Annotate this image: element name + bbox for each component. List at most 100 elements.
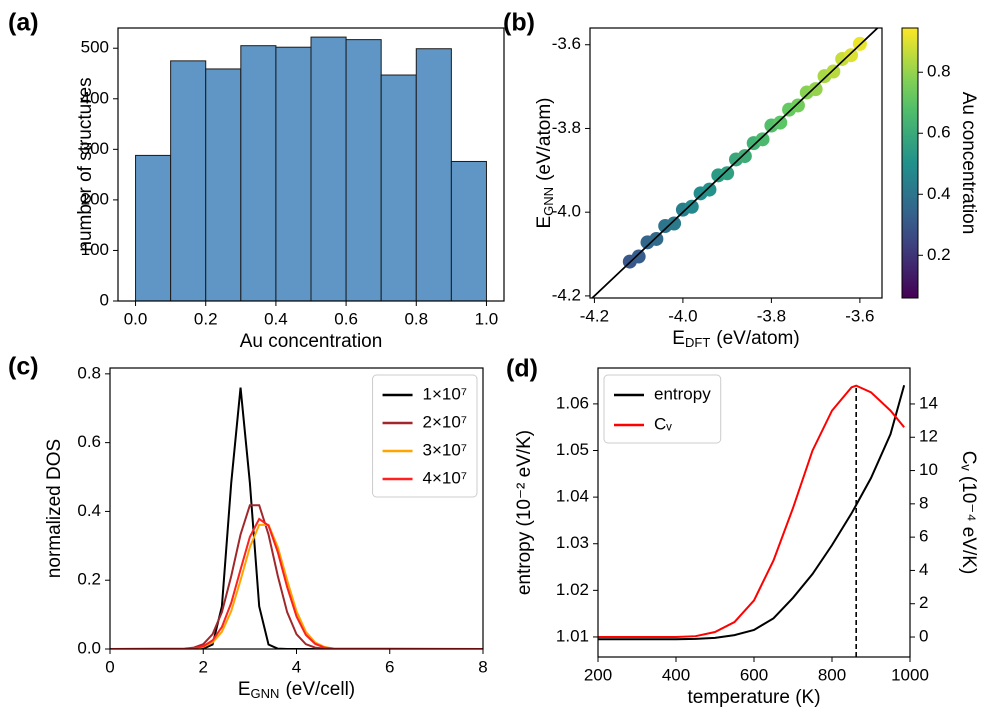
colorbar [901,27,919,299]
colorbar-label: Au concentration [958,92,979,235]
y-axis-label-part: (eV/atom) [534,98,555,181]
x-axis-label-part: E [672,328,685,349]
bar [240,45,277,301]
y-tick-label: 0.4 [77,501,101,520]
plot-area [598,384,906,657]
series-line [598,384,906,641]
y-axis-label-part: GNN [541,187,556,216]
x-axis-label-part: (eV/cell) [285,679,355,700]
x-tick-label: 4 [292,657,301,676]
y-tick-label: 1.02 [556,580,589,599]
point [702,182,717,197]
y2-tick-label: 10 [919,460,938,479]
x-axis-label: Au concentration [240,331,383,352]
x-tick-label: 200 [584,665,612,684]
point [826,64,841,79]
axes-frame [597,367,911,658]
panel-label: (b) [503,9,535,37]
x-tick-label: 0.6 [334,309,358,328]
y2-tick-label: 8 [919,493,928,512]
x-tick-label: 1.0 [475,309,499,328]
y-tick-label: 400 [81,88,109,107]
legend-label: entropy [654,384,711,403]
y2-tick-label: 0 [919,627,928,646]
y-axis-label-part: E [534,216,555,229]
x-tick-label: 800 [818,665,846,684]
y-tick-label: 1.06 [556,393,589,412]
y2-tick-label: 4 [919,560,928,579]
legend: entropy Cᵥ [603,374,722,444]
y-tick-label: 0 [100,290,109,309]
legend-label: 3×10⁷ [423,440,467,459]
axes-frame [589,27,883,299]
bar [275,46,312,301]
y-tick-label: 500 [81,38,109,57]
x-axis-label: temperature (K) [687,687,820,708]
legend-label: 2×10⁷ [423,412,467,431]
y-tick-label: 0.2 [77,570,101,589]
y-tick-label: 0.0 [77,638,101,657]
x-tick-label: 0.2 [194,309,218,328]
colorbar-tick-label: 0.4 [927,184,951,203]
colorbar-tick-label: 0.8 [927,62,951,81]
point [844,48,859,63]
y-axis-label: entropy (10⁻² eV/K) [514,430,535,595]
y2-tick-label: 14 [919,393,938,412]
colorbar-tick-label: 0.6 [927,123,951,142]
x-axis-label-part: DFT [685,335,710,350]
bar [310,36,347,301]
legend-label: Cᵥ [654,414,672,433]
x-axis-label-part: GNN [251,686,280,701]
bar [380,74,417,301]
y-tick-label: 1.01 [556,626,589,645]
y2-tick-label: 12 [919,427,938,446]
x-tick-label: 6 [385,657,394,676]
colorbar-tick-label: 0.2 [927,245,951,264]
x-tick-label: 0 [105,657,114,676]
bar [415,48,452,301]
legend: 1×10⁷ 2×10⁷ 3×10⁷ 4×10⁷ [372,374,478,498]
bar [450,160,487,301]
y-tick-label: 200 [81,189,109,208]
x-tick-label: -4.2 [580,306,609,325]
point [808,82,823,97]
x-tick-label: 0.8 [404,309,428,328]
series-line [110,523,483,649]
axes-frame [117,27,505,302]
bar [205,68,242,301]
series-line [110,504,483,649]
panel-label: (a) [8,9,39,37]
point [649,231,664,246]
y-tick-label: -4.2 [552,285,581,304]
point [684,199,699,214]
point [737,149,752,164]
point [631,249,646,264]
y-tick-label: -3.8 [552,118,581,137]
y-tick-label: 1.04 [556,487,589,506]
y2-tick-label: 2 [919,593,928,612]
x-tick-label: 0.4 [264,309,288,328]
bar [135,154,172,301]
x-tick-label: -3.8 [757,306,786,325]
x-tick-label: 600 [740,665,768,684]
x-tick-label: -4.0 [668,306,697,325]
y-tick-label: -4.0 [552,202,581,221]
series-line [598,384,905,639]
panel-label: (d) [506,355,538,383]
bar [170,60,207,301]
point [773,115,788,130]
axes-frame [109,367,484,650]
x-axis-label-part: E [238,679,251,700]
y-axis-label: EGNN (eV/atom) [534,98,556,229]
x-tick-label: 0.0 [124,309,148,328]
x-tick-label: -3.6 [845,306,874,325]
y-tick-label: 1.03 [556,533,589,552]
y-tick-label: 0.6 [77,432,101,451]
plot-area [135,36,487,301]
bar [345,39,382,301]
x-tick-label: 400 [662,665,690,684]
x-tick-label: 2 [199,657,208,676]
x-tick-label: 1000 [891,665,929,684]
legend-label: 4×10⁷ [423,468,467,487]
